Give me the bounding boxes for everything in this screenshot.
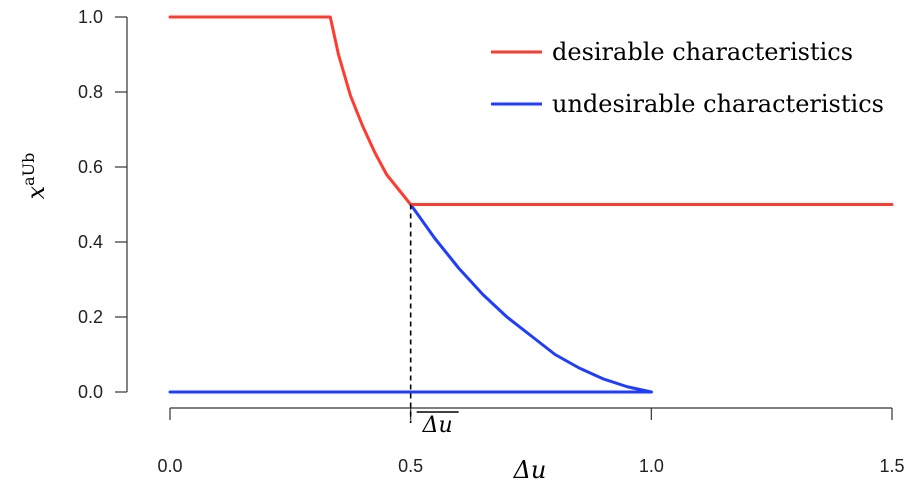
axes: 0.0 0.5 1.0 1.5 0.0 0.2 0.4 0.6 0.8 1.0 Δu xaUb [19,7,905,484]
y-tick-label: 1.0 [78,7,103,27]
series-layer [168,15,894,394]
annotation-layer: Δu [409,204,459,438]
y-tick-label: 0.4 [78,232,103,252]
y-axis-title-superscript: aUb [19,153,38,186]
x-tick-label: 0.5 [398,456,423,476]
y-tick-label: 0.8 [78,82,103,102]
legend: desirable characteristics undesirable cha… [491,38,884,118]
y-tick-label: 0.0 [78,382,103,402]
legend-label-0: desirable characteristics [552,38,853,66]
y-tick-label: 0.6 [78,157,103,177]
x-tick-label: 1.0 [639,456,664,476]
x-axis-title: Δu [513,456,547,484]
y-axis-title: xaUb [19,153,50,200]
series-line-desirable-0 [168,15,894,206]
threshold-label: Δu [422,413,453,438]
series-line-undesirable-1 [409,203,653,394]
y-axis-title-base: x [22,185,50,199]
x-tick-label: 0.0 [157,456,182,476]
x-tick-label: 1.5 [879,456,904,476]
legend-label-1: undesirable characteristics [552,90,884,118]
y-tick-label: 0.2 [78,307,103,327]
